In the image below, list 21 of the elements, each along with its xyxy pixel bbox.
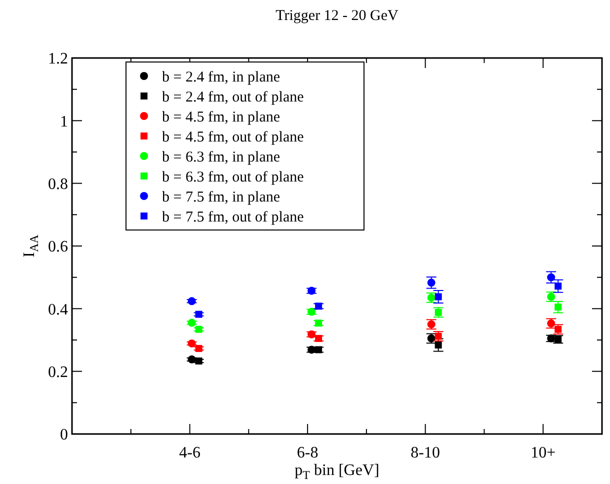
y-tick-label: 0 [60,426,68,444]
x-axis-title: p$_{T}$ bin [GeV] [294,462,380,482]
y-tick-label: 0.4 [48,301,68,318]
x-tick-label: 4-6 [179,444,200,462]
y-tick-label: 1 [60,113,68,130]
legend-label: b = 7.5 fm, in plane [162,189,280,206]
legend-label: b = 2.4 fm, in plane [162,69,280,86]
x-tick-label: 10+ [530,444,556,462]
y-tick-label: 0.2 [48,364,68,381]
chart-title: Trigger 12 - 20 GeV [276,8,399,24]
legend-label: b = 2.4 fm, out of plane [162,89,304,106]
y-tick-label: 1.2 [48,50,68,68]
y-tick-label: 0.8 [48,176,68,193]
legend-label: b = 6.3 fm, in plane [162,149,280,166]
legend-label: b = 4.5 fm, in plane [162,109,280,126]
legend-label: b = 7.5 fm, out of plane [162,209,304,226]
y-tick-label: 0.6 [48,238,68,256]
legend-label: b = 4.5 fm, out of plane [162,129,304,146]
x-tick-label: 8-10 [410,444,440,462]
x-tick-label: 6-8 [296,444,318,462]
legend-label: b = 6.3 fm, out of plane [162,169,304,186]
